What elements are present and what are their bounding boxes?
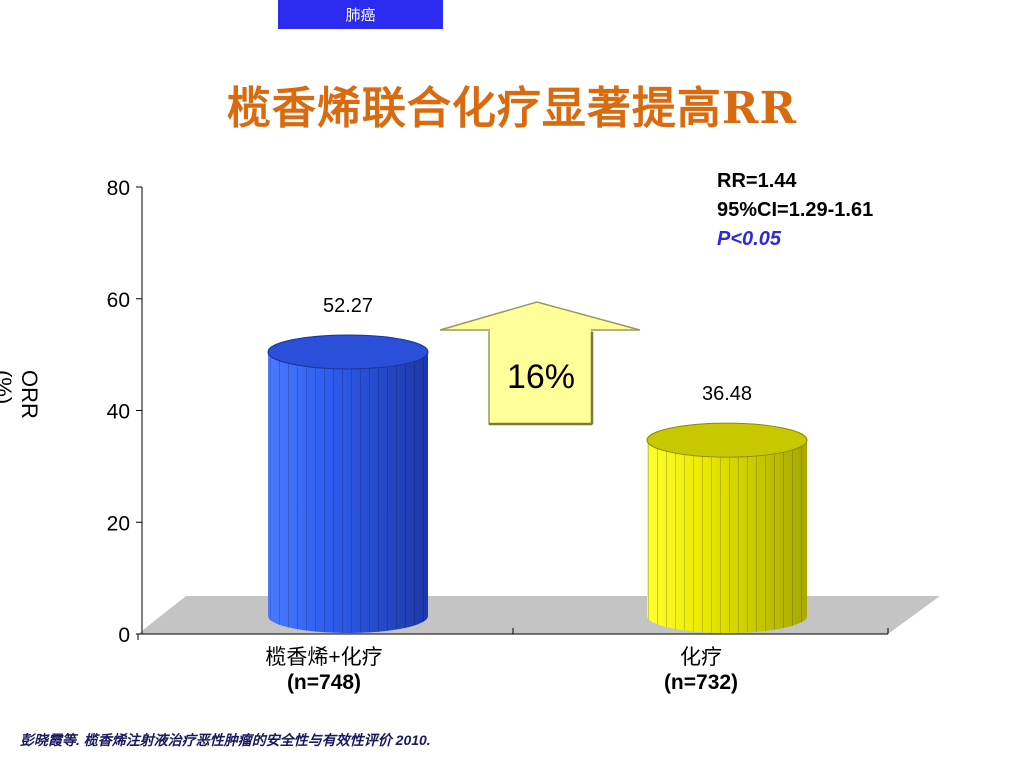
y-tick-label: 60 [107, 289, 130, 312]
x-category-2-name: 化疗 [680, 646, 722, 669]
bar-1: 52.27 [267, 295, 429, 633]
bar-body-stripes [647, 440, 807, 633]
y-tick-label: 0 [118, 624, 130, 647]
source-citation: 彭晓霞等. 榄香烯注射液治疗恶性肿瘤的安全性与有效性评价 2010. [20, 732, 431, 748]
stats-box: RR=1.44 95%CI=1.29-1.61 P<0.05 [717, 167, 873, 254]
bar-top [267, 334, 429, 370]
x-category-1-name: 榄香烯+化疗 [265, 646, 383, 669]
bar-2: 36.48 [646, 383, 808, 633]
bar-body-stripes [268, 351, 428, 633]
x-category-2: 化疗 (n=732) [581, 645, 821, 695]
slide-title: 榄香烯联合化疗显著提高RR [226, 83, 798, 134]
x-category-1-n: (n=748) [286, 671, 362, 694]
y-tick-label: 80 [107, 177, 130, 200]
increase-arrow: 16% [439, 301, 641, 426]
topic-tag: 肺癌 [278, 0, 443, 29]
chart-floor [138, 596, 940, 634]
bars: 52.27 36.48 [267, 295, 808, 633]
bar-top [646, 422, 808, 458]
increase-label: 16% [507, 358, 575, 396]
rr-value: RR=1.44 [717, 170, 797, 192]
x-category-2-n: (n=732) [663, 671, 739, 694]
y-tick-label: 20 [107, 512, 130, 535]
x-category-1: 榄香烯+化疗 (n=748) [204, 645, 444, 695]
y-tick-label: 40 [107, 401, 130, 424]
bar-value-label: 36.48 [702, 383, 752, 405]
ci-value: 95%CI=1.29-1.61 [717, 199, 874, 221]
y-ticks: 0 20 40 60 80 [107, 177, 142, 647]
p-value: P<0.05 [717, 228, 781, 250]
y-axis-label: ORR (%) [0, 370, 42, 419]
bar-value-label: 52.27 [323, 295, 373, 317]
